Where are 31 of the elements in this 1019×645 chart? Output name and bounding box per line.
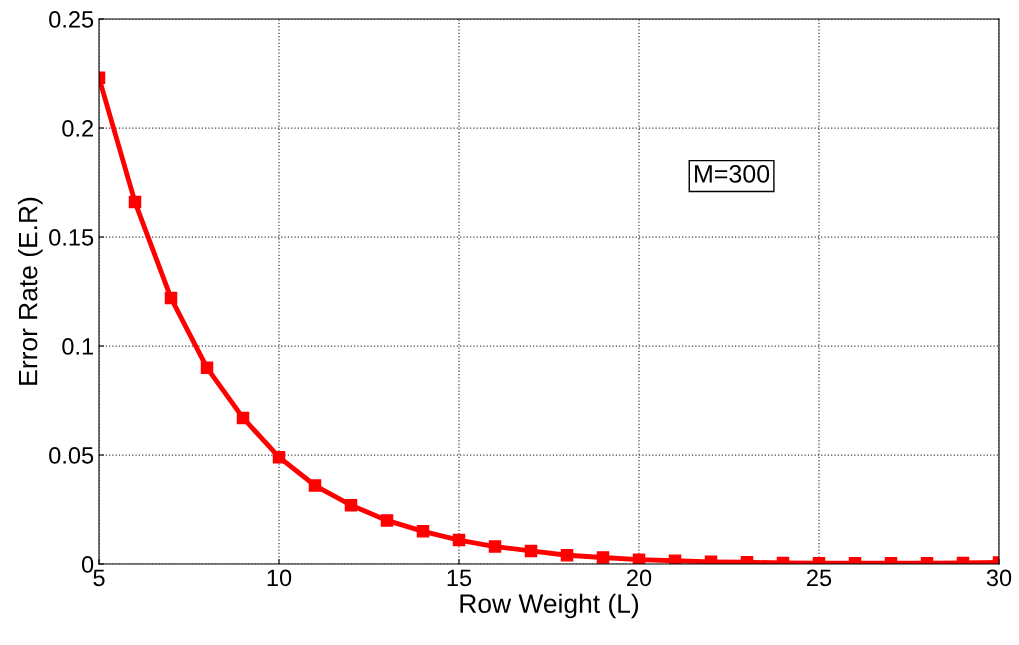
point bbox=[524, 544, 538, 558]
point bbox=[488, 540, 502, 553]
x-axis-title: Row Weight (L) bbox=[460, 593, 639, 619]
y-tick-label: 0.1 bbox=[62, 338, 93, 355]
point bbox=[380, 514, 394, 527]
x-tick-label: 25 bbox=[807, 569, 832, 587]
y-tick-label: 0.15 bbox=[49, 229, 94, 246]
y-tick-label: 0.25 bbox=[49, 11, 94, 28]
annotation: M=300 bbox=[695, 165, 770, 183]
point bbox=[236, 411, 250, 425]
x-tick-label: 20 bbox=[627, 569, 652, 587]
point bbox=[344, 498, 358, 512]
point bbox=[668, 554, 682, 564]
point bbox=[632, 553, 646, 564]
x-tick-label: 15 bbox=[447, 569, 472, 587]
point bbox=[560, 549, 574, 562]
point bbox=[128, 195, 142, 209]
point bbox=[596, 551, 610, 564]
x-tick-label: 5 bbox=[93, 569, 105, 587]
x-tick-label: 10 bbox=[267, 569, 292, 587]
point bbox=[272, 450, 286, 464]
y-tick-label: 0.2 bbox=[62, 120, 93, 137]
point bbox=[164, 291, 178, 305]
point bbox=[308, 479, 322, 492]
y-tick-label: 0 bbox=[81, 556, 94, 573]
point bbox=[200, 361, 214, 375]
y-axis-title: Error Rate (E.R) bbox=[18, 197, 43, 385]
point bbox=[416, 525, 430, 538]
x-tick-label: 30 bbox=[986, 569, 1012, 587]
point bbox=[452, 533, 466, 547]
y-tick-label: 0.05 bbox=[49, 447, 94, 464]
